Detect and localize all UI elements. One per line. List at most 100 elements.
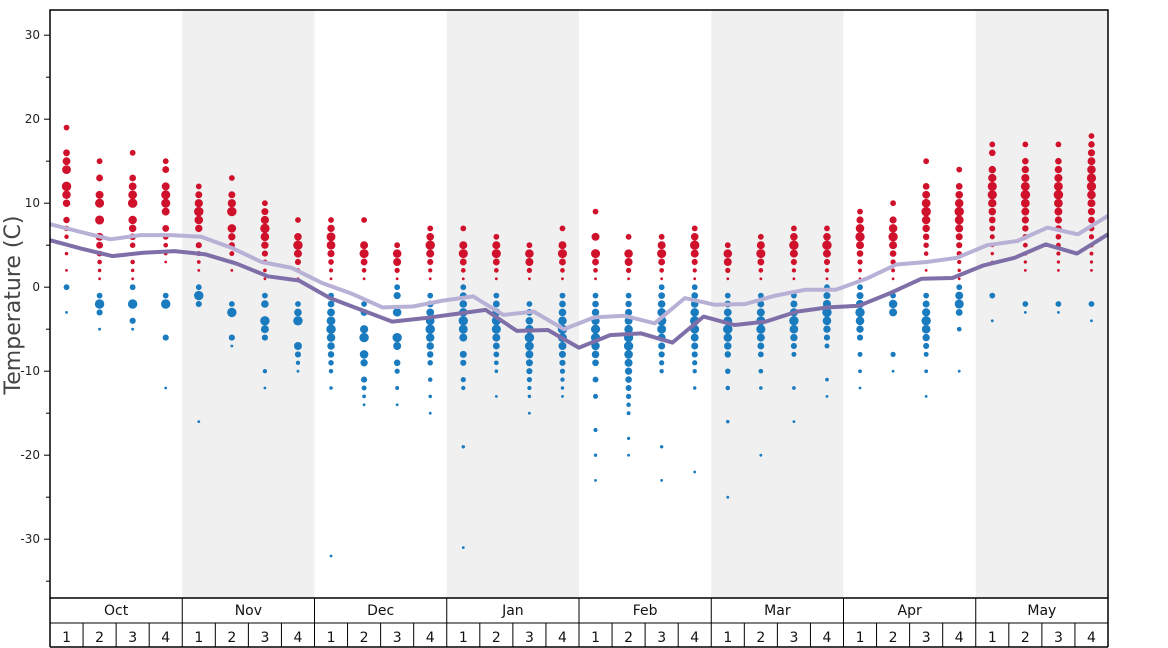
daily-high-dot (63, 216, 70, 224)
daily-high-dot (494, 277, 498, 281)
daily-low-dot (790, 300, 798, 308)
daily-high-dot (61, 181, 72, 192)
daily-low-dot (625, 385, 632, 391)
daily-low-dot (392, 308, 402, 317)
daily-low-dot (327, 342, 335, 350)
daily-high-dot (757, 258, 765, 266)
daily-low-dot (327, 308, 335, 317)
daily-low-dot (725, 385, 731, 391)
daily-low-dot (394, 368, 400, 374)
month-label-apr: Apr (898, 603, 922, 619)
daily-low-dot (96, 309, 103, 316)
week-label: 2 (624, 630, 633, 646)
daily-low-dot (593, 393, 599, 399)
daily-low-dot (560, 386, 565, 390)
daily-high-dot (791, 268, 797, 273)
daily-low-dot (593, 453, 598, 457)
daily-high-dot (690, 240, 700, 250)
daily-low-dot (724, 342, 732, 350)
daily-low-dot (693, 470, 697, 474)
daily-high-dot (954, 215, 964, 225)
week-label: 4 (690, 630, 699, 646)
daily-high-dot (64, 251, 69, 256)
daily-low-dot (891, 369, 895, 373)
daily-low-dot (228, 301, 235, 307)
daily-low-dot (460, 376, 466, 383)
daily-low-dot (855, 307, 865, 318)
daily-low-dot (955, 291, 964, 300)
daily-high-dot (96, 241, 104, 249)
daily-high-dot (428, 277, 432, 281)
week-label: 4 (823, 630, 832, 646)
daily-high-dot (394, 267, 400, 274)
daily-low-dot (691, 351, 698, 358)
daily-high-dot (128, 190, 138, 200)
daily-low-dot (129, 317, 136, 324)
daily-high-dot (294, 233, 302, 241)
average-low-line (49, 232, 1110, 350)
daily-low-dot (990, 319, 994, 323)
daily-low-dot (359, 325, 369, 334)
daily-low-dot (624, 324, 633, 334)
daily-low-dot (327, 300, 335, 308)
daily-high-dot (857, 208, 863, 215)
daily-high-dot (293, 249, 302, 258)
daily-high-dot (559, 258, 566, 266)
daily-low-dot (525, 359, 533, 367)
daily-low-dot (790, 333, 798, 342)
daily-high-dot (889, 216, 897, 224)
daily-low-dot (856, 325, 864, 333)
week-label: 1 (723, 630, 732, 646)
daily-high-dot (228, 175, 235, 181)
y-tick-label: -20 (20, 448, 40, 462)
daily-high-dot (65, 269, 68, 272)
daily-high-dot (758, 268, 764, 273)
daily-high-dot (956, 166, 963, 173)
daily-low-dot (524, 341, 534, 351)
daily-low-dot (659, 445, 664, 449)
daily-low-dot (362, 403, 366, 407)
daily-high-dot (492, 258, 500, 266)
daily-low-dot (560, 377, 565, 382)
daily-high-dot (988, 173, 997, 183)
daily-high-dot (1054, 173, 1063, 183)
daily-high-dot (987, 181, 997, 191)
daily-high-dot (1021, 165, 1030, 174)
daily-high-dot (461, 277, 465, 281)
daily-low-dot (691, 284, 698, 291)
daily-low-dot (723, 308, 732, 317)
daily-high-dot (856, 250, 864, 257)
daily-low-dot (162, 292, 169, 299)
daily-high-dot (624, 249, 633, 258)
daily-high-dot (393, 258, 402, 266)
daily-high-dot (592, 208, 599, 215)
daily-high-dot (591, 249, 601, 259)
daily-low-dot (592, 292, 599, 299)
daily-low-dot (294, 308, 302, 317)
daily-high-dot (326, 240, 336, 250)
daily-high-dot (62, 190, 71, 200)
daily-low-dot (658, 342, 666, 350)
daily-low-dot (460, 284, 467, 291)
daily-low-dot (96, 292, 103, 299)
daily-high-dot (723, 258, 732, 266)
daily-high-dot (162, 158, 169, 165)
daily-low-dot (528, 411, 531, 415)
daily-high-dot (328, 268, 334, 273)
daily-low-dot (1023, 311, 1027, 314)
daily-low-dot (262, 292, 268, 299)
daily-low-dot (162, 334, 169, 341)
daily-high-dot (891, 277, 895, 281)
daily-high-dot (228, 233, 236, 241)
daily-high-dot (460, 268, 466, 273)
month-label-dec: Dec (367, 603, 394, 619)
daily-high-dot (427, 258, 434, 266)
daily-high-dot (1020, 190, 1031, 200)
daily-high-dot (923, 242, 929, 248)
daily-low-dot (692, 369, 697, 374)
daily-low-dot (362, 394, 366, 399)
daily-high-dot (328, 217, 334, 223)
daily-high-dot (693, 277, 697, 281)
daily-low-dot (624, 358, 633, 367)
daily-low-dot (625, 393, 632, 400)
